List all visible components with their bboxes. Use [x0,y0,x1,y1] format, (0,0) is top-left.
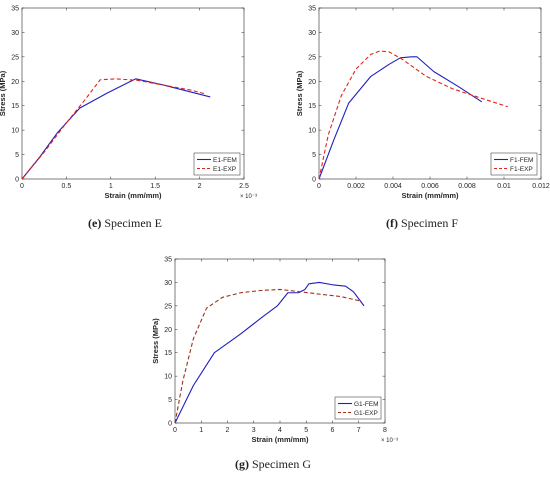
series-line-e1-exp [21,78,205,180]
x-tick-label: 4 [278,427,282,434]
legend-box [193,152,241,176]
y-tick-label: 5 [168,397,172,404]
x-tick-label: 0.008 [458,183,476,190]
y-tick-label: 35 [11,6,19,13]
x-exponent-label: × 10⁻³ [240,194,257,200]
y-tick-label: 5 [15,152,19,159]
x-tick-label: 1 [199,427,203,434]
y-tick-label: 25 [164,303,172,310]
y-tick-label: 10 [164,374,172,381]
y-tick-label: 35 [164,257,172,264]
x-tick-label: 3 [252,427,256,434]
y-tick-label: 0 [312,177,316,184]
y-tick-label: 25 [308,54,316,61]
x-tick-label: 0.002 [347,183,365,190]
x-tick-label: 5 [304,427,308,434]
caption-f: (f) Specimen F [386,216,458,230]
x-tick-label: 0 [173,427,177,434]
caption-e: (e) Specimen E [88,216,162,230]
x-axis-label: Strain (mm/mm) [251,435,309,444]
x-tick-label: 0.012 [532,183,550,190]
x-tick-label: 0.004 [384,183,402,190]
y-axis-label: Stress (MPa) [295,70,304,116]
series-line-g1-exp [174,288,362,424]
legend-entry: E1-FEM [213,157,237,164]
legend-box [334,396,382,420]
x-tick-label: 1 [109,183,113,190]
legend: G1-FEM G1-EXP [334,396,382,420]
x-exponent-label: × 10⁻³ [381,438,398,444]
x-tick-label: 0 [20,183,24,190]
legend: E1-FEM E1-EXP [193,152,241,176]
x-tick-label: 0.01 [497,183,511,190]
plot-area [21,7,245,180]
x-tick-label: 7 [357,427,361,434]
x-tick-label: 0 [317,183,321,190]
chart-specimen-g: 0 1 2 3 4 5 6 7 8 0 5 10 15 20 25 30 35 Strain (mm/mm) Str… [151,257,398,445]
legend: F1-FEM F1-EXP [490,152,538,176]
y-tick-label: 10 [308,128,316,135]
y-tick-label: 20 [164,327,172,334]
y-tick-label: 15 [11,103,19,110]
x-tick-label: 1.5 [150,183,160,190]
y-tick-label: 15 [164,350,172,357]
legend-entry: G1-EXP [354,410,378,417]
legend-entry: E1-EXP [213,166,236,173]
x-tick-label: 2.5 [239,183,249,190]
y-tick-label: 20 [11,79,19,86]
legend-entry: G1-FEM [354,401,379,408]
y-tick-label: 35 [308,6,316,13]
series-line-e1-fem [21,78,211,180]
y-tick-label: 30 [11,30,19,37]
y-tick-label: 20 [308,79,316,86]
y-axis-label: Stress (MPa) [151,318,160,364]
legend-entry: F1-FEM [510,157,533,164]
y-tick-label: 30 [164,280,172,287]
chart-specimen-f: 0 0.002 0.004 0.006 0.008 0.01 0.012 0 5 10 15 20 25… [295,6,550,201]
series-line-g1-fem [174,281,365,424]
y-tick-label: 0 [15,177,19,184]
x-tick-label: 2 [226,427,230,434]
series-line-f1-fem [318,56,483,180]
y-tick-label: 15 [308,103,316,110]
legend-entry: F1-EXP [510,166,533,173]
y-tick-label: 10 [11,128,19,135]
y-tick-label: 30 [308,30,316,37]
x-axis-label: Strain (mm/mm) [104,191,162,200]
y-tick-label: 5 [312,152,316,159]
y-axis-label: Stress (MPa) [0,70,7,116]
y-tick-label: 0 [168,421,172,428]
chart-specimen-e: 0 0.5 1 1.5 2 2.5 0 5 10 15 20 25 30 35 Strain (mm/mm)… [0,6,257,201]
series-line-f1-exp [318,50,508,180]
x-tick-label: 0.006 [421,183,439,190]
x-tick-label: 2 [198,183,202,190]
x-tick-label: 0.5 [62,183,72,190]
y-tick-label: 25 [11,54,19,61]
x-tick-label: 6 [331,427,335,434]
caption-g: (g) Specimen G [235,457,311,471]
x-axis-label: Strain (mm/mm) [401,191,459,200]
x-tick-label: 8 [383,427,387,434]
legend-box [490,152,538,176]
